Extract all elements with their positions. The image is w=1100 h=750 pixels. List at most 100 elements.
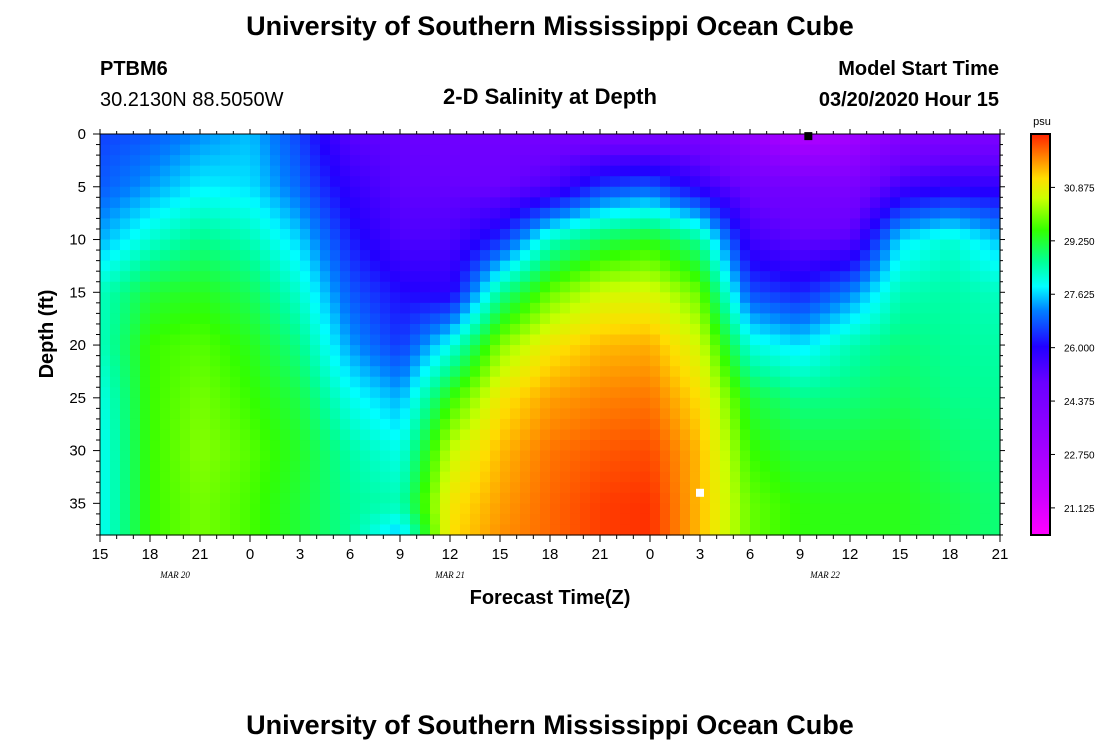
heatmap-cell <box>970 144 981 156</box>
main-title: University of Southern Mississippi Ocean… <box>246 11 854 41</box>
heatmap-cell <box>240 334 251 346</box>
heatmap-cell <box>930 155 941 167</box>
heatmap-cell <box>290 218 301 230</box>
heatmap-cell <box>500 376 511 388</box>
heatmap-cell <box>400 334 411 346</box>
heatmap-cell <box>330 524 341 536</box>
heatmap-cell <box>490 408 501 420</box>
heatmap-cell <box>410 228 421 241</box>
heatmap-cell <box>670 197 681 209</box>
x-date-label: MAR 20 <box>159 570 190 580</box>
heatmap-cell <box>890 440 901 452</box>
heatmap-cell <box>740 345 751 357</box>
heatmap-cell <box>760 440 771 452</box>
heatmap-cell <box>790 186 801 198</box>
heatmap-cell <box>360 524 371 536</box>
heatmap-cell <box>970 186 981 198</box>
heatmap-cell <box>600 260 611 272</box>
heatmap-cell <box>890 524 901 536</box>
heatmap-cell <box>110 387 121 399</box>
heatmap-cell <box>130 302 141 314</box>
heatmap-cell <box>590 313 601 325</box>
heatmap-cell <box>950 186 961 198</box>
heatmap-cell <box>380 503 391 515</box>
heatmap-cell <box>750 482 761 494</box>
heatmap-cell <box>570 387 581 399</box>
heatmap-cell <box>900 144 911 156</box>
heatmap-cell <box>790 450 801 462</box>
heatmap-cell <box>710 313 721 325</box>
heatmap-cell <box>980 271 991 283</box>
heatmap-cell <box>500 524 511 536</box>
heatmap-cell <box>910 292 921 304</box>
heatmap-cell <box>960 176 971 188</box>
heatmap-cell <box>720 429 731 441</box>
heatmap-cell <box>540 207 551 220</box>
heatmap-cell <box>140 197 151 209</box>
heatmap-cell <box>540 450 551 462</box>
heatmap-cell <box>300 334 311 346</box>
heatmap-cell <box>470 292 481 304</box>
heatmap-cell <box>910 471 921 483</box>
heatmap-cell <box>120 165 131 177</box>
heatmap-cell <box>540 144 551 156</box>
heatmap-cell <box>470 250 481 262</box>
heatmap-cell <box>520 144 531 156</box>
heatmap-cell <box>550 218 561 230</box>
heatmap-cell <box>870 239 881 251</box>
heatmap-cell <box>580 165 591 177</box>
heatmap-cell <box>790 144 801 156</box>
heatmap-cell <box>600 524 611 536</box>
heatmap-cell <box>560 461 571 473</box>
heatmap-cell <box>350 418 361 431</box>
heatmap-cell <box>870 418 881 431</box>
heatmap-cell <box>330 376 341 388</box>
heatmap-cell <box>930 271 941 283</box>
heatmap-cell <box>420 334 431 346</box>
heatmap-cell <box>680 345 691 357</box>
heatmap-cell <box>170 197 181 209</box>
heatmap-cell <box>700 218 711 230</box>
heatmap-cell <box>330 471 341 483</box>
heatmap-cell <box>100 397 111 409</box>
heatmap-cell <box>510 408 521 420</box>
heatmap-cell <box>240 239 251 251</box>
heatmap-cell <box>570 408 581 420</box>
heatmap-cell <box>390 250 401 262</box>
heatmap-cell <box>210 239 221 251</box>
heatmap-cell <box>930 387 941 399</box>
heatmap-cell <box>420 418 431 431</box>
heatmap-cell <box>830 207 841 220</box>
heatmap-cell <box>210 345 221 357</box>
heatmap-cell <box>440 281 451 293</box>
heatmap-cell <box>820 323 831 336</box>
heatmap-cell <box>440 376 451 388</box>
heatmap-cell <box>980 281 991 293</box>
heatmap-cell <box>250 397 261 409</box>
heatmap-cell <box>980 313 991 325</box>
heatmap-cell <box>600 323 611 336</box>
heatmap-cell <box>800 376 811 388</box>
heatmap-cell <box>400 176 411 188</box>
heatmap-cell <box>500 302 511 314</box>
heatmap-cell <box>220 408 231 420</box>
heatmap-cell <box>880 271 891 283</box>
heatmap-cell <box>680 134 691 146</box>
heatmap-cell <box>100 503 111 515</box>
heatmap-cell <box>490 471 501 483</box>
heatmap-cell <box>230 355 241 367</box>
heatmap-cell <box>430 271 441 283</box>
heatmap-cell <box>320 503 331 515</box>
heatmap-cell <box>850 281 861 293</box>
heatmap-cell <box>910 134 921 146</box>
heatmap-cell <box>310 355 321 367</box>
heatmap-cell <box>270 524 281 536</box>
heatmap-cell <box>660 355 671 367</box>
heatmap-cell <box>260 239 271 251</box>
heatmap-cell <box>780 250 791 262</box>
heatmap-cell <box>890 408 901 420</box>
heatmap-cell <box>630 461 641 473</box>
heatmap-cell <box>120 355 131 367</box>
heatmap-cell <box>460 492 471 504</box>
heatmap-cell <box>770 260 781 272</box>
